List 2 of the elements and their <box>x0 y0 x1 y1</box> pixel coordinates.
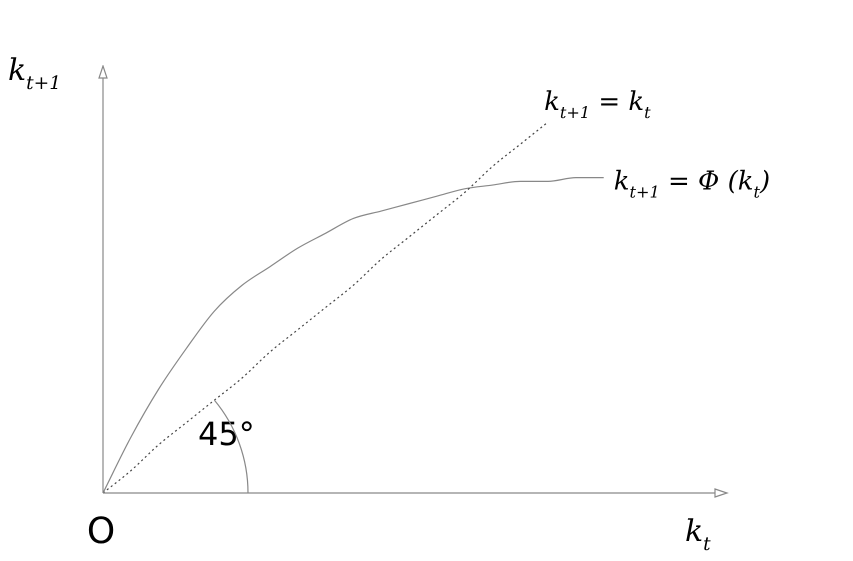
annotation: 45° <box>198 415 255 453</box>
text: O <box>86 511 116 552</box>
